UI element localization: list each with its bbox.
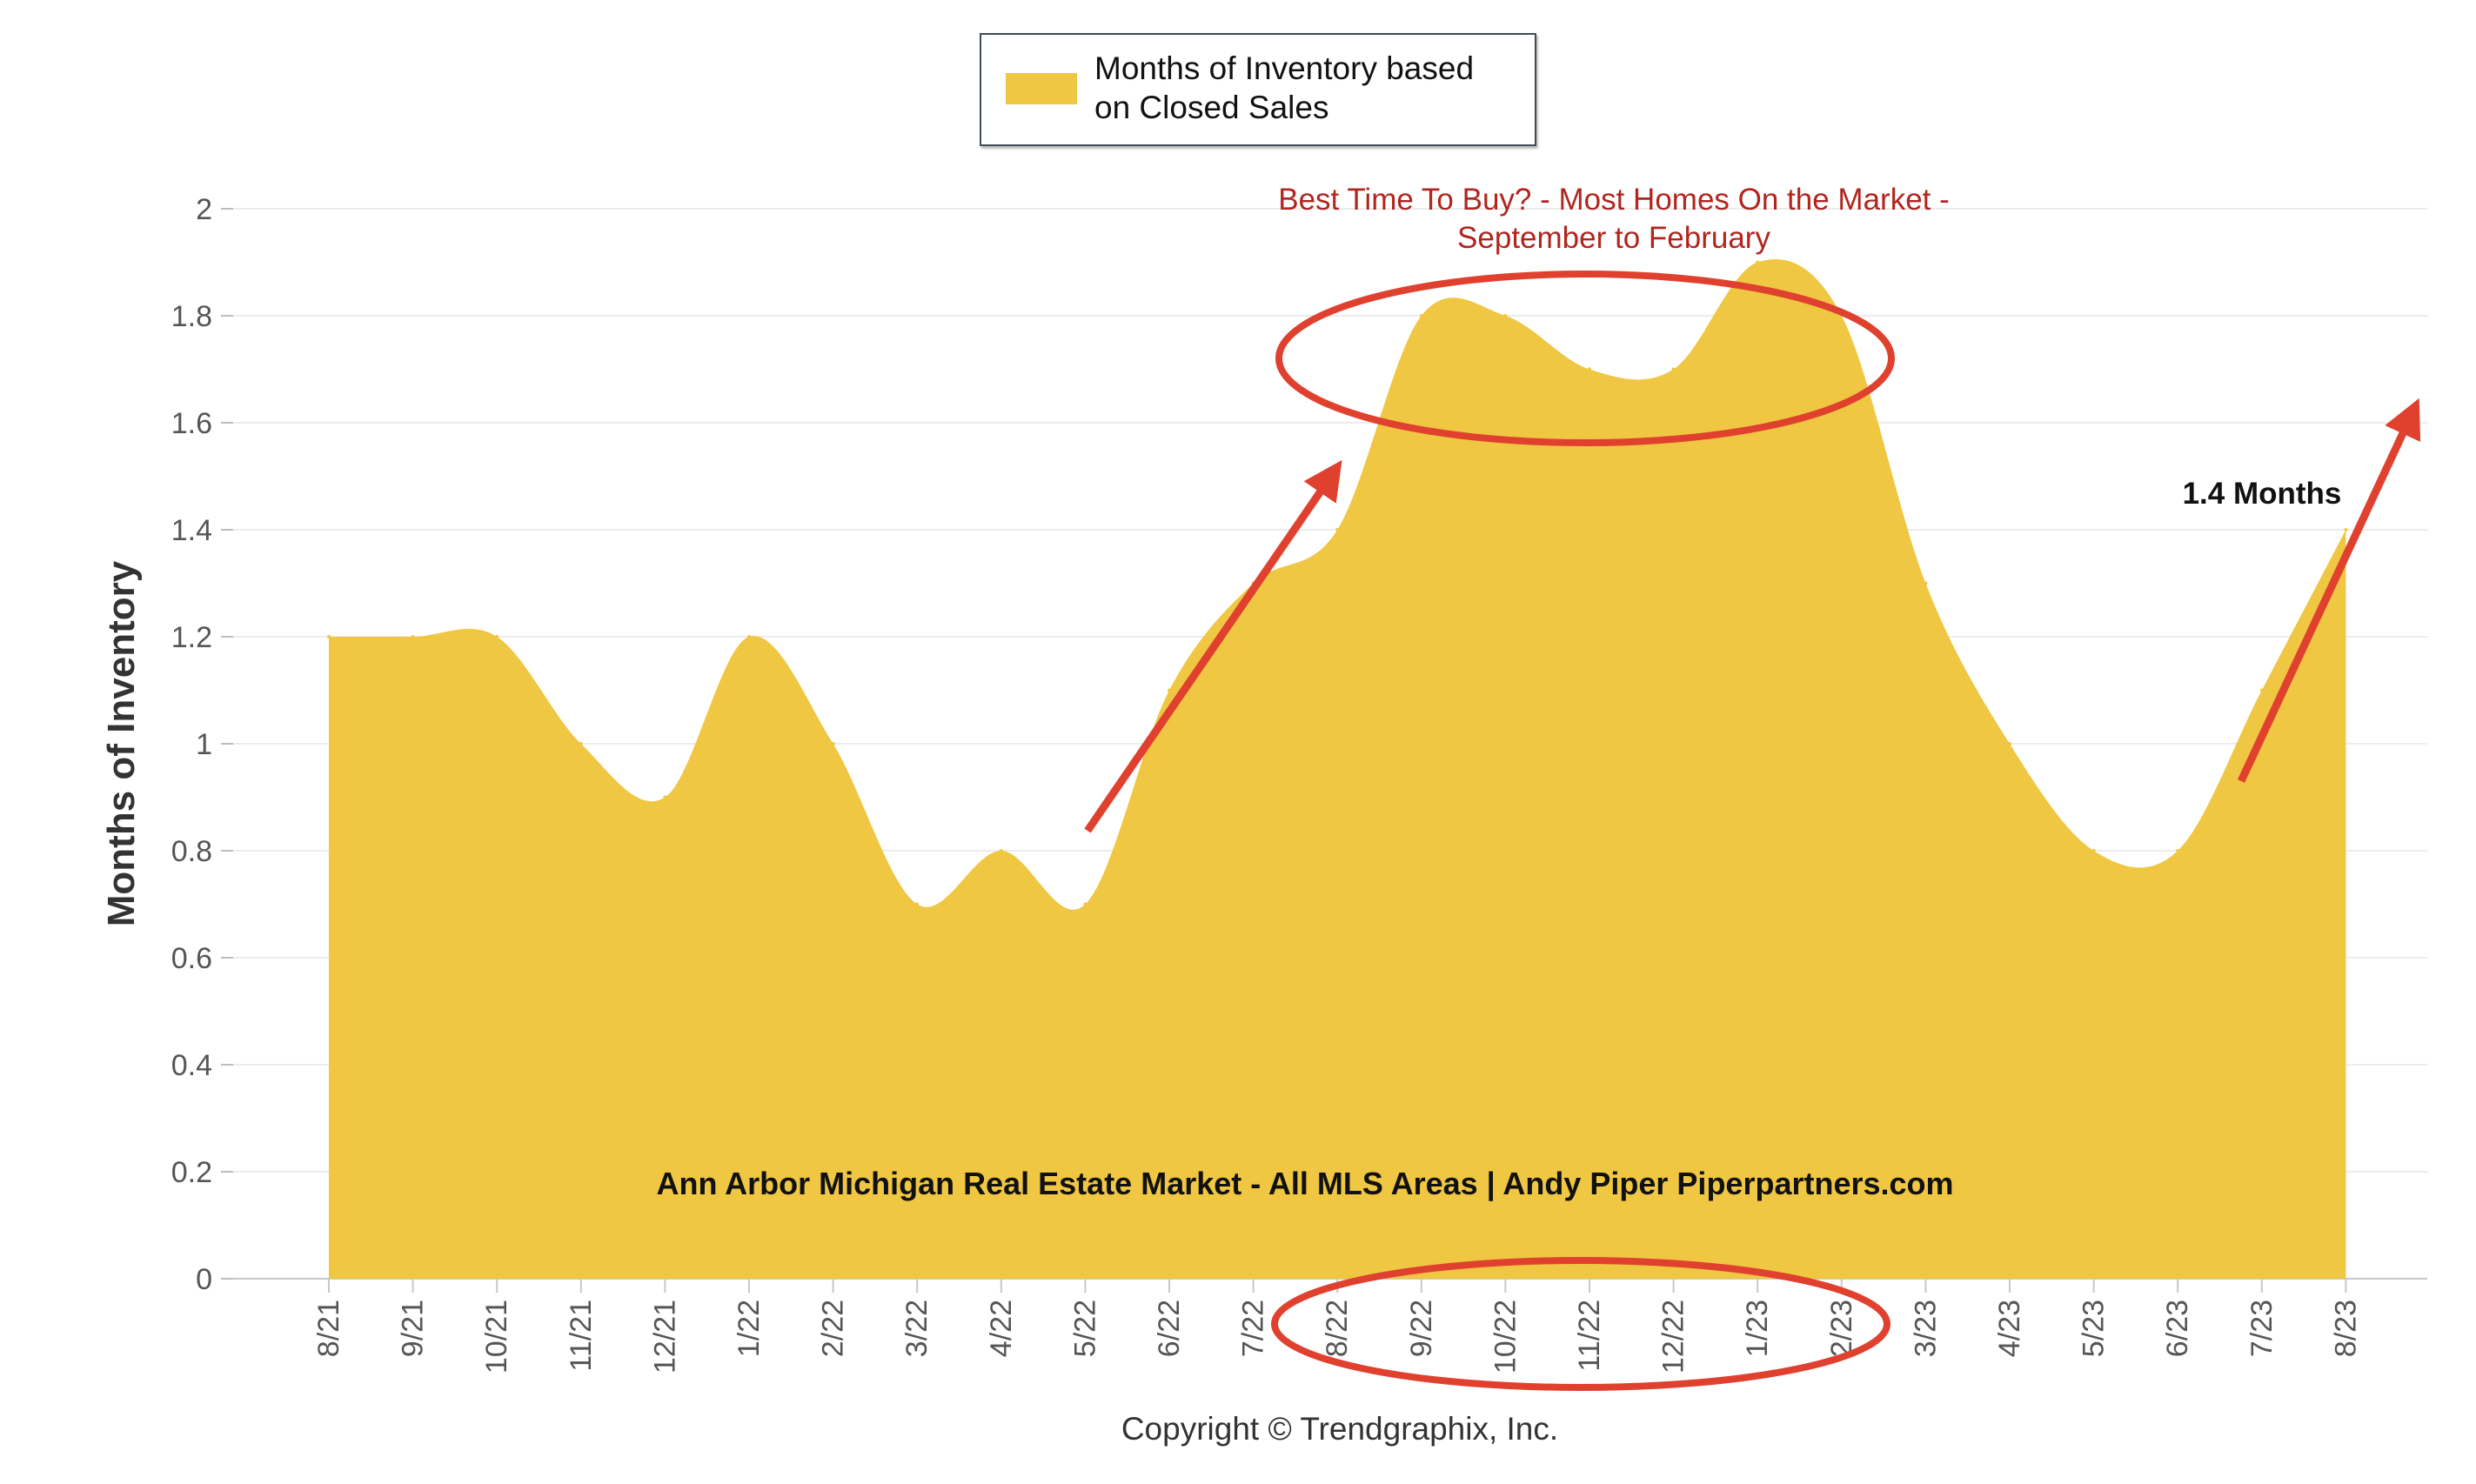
months-highlight-ellipse <box>1271 1257 1890 1391</box>
y-tick-label: 0.8 <box>171 835 212 868</box>
data-point <box>1168 688 1171 692</box>
data-point <box>579 742 583 745</box>
x-tick-label: 1/23 <box>1741 1300 1774 1357</box>
best-time-annotation: Best Time To Buy? - Most Homes On the Ma… <box>1278 183 1950 255</box>
y-tick-label: 0.4 <box>171 1049 212 1082</box>
data-point <box>411 635 415 638</box>
x-tick-label: 4/22 <box>985 1300 1018 1357</box>
data-point <box>915 902 920 906</box>
y-tick-label: 1.4 <box>171 514 212 547</box>
x-tick-label: 10/22 <box>1489 1300 1522 1374</box>
data-point <box>1671 367 1676 371</box>
data-point <box>747 635 751 638</box>
x-tick-label: 7/22 <box>1237 1300 1270 1357</box>
data-point <box>1419 314 1423 318</box>
data-point <box>1503 314 1508 318</box>
x-tick-label: 12/21 <box>648 1300 681 1374</box>
data-point <box>327 635 331 638</box>
x-tick-label: 3/22 <box>900 1300 934 1357</box>
data-point <box>663 795 667 799</box>
data-point <box>1756 260 1760 264</box>
peak-highlight-ellipse <box>1275 271 1895 446</box>
months-annotation: 1.4 Months <box>2182 477 2342 511</box>
data-point <box>1335 528 1340 531</box>
x-tick-label: 5/23 <box>2078 1300 2111 1357</box>
x-tick-label: 3/23 <box>1909 1300 1942 1357</box>
chart-watermark: Ann Arbor Michigan Real Estate Market - … <box>656 1166 1954 1201</box>
data-point <box>1588 367 1591 371</box>
data-point <box>1924 581 1928 585</box>
y-tick-label: 2 <box>196 193 212 226</box>
data-point <box>2259 688 2264 692</box>
x-tick-label: 7/23 <box>2245 1300 2279 1357</box>
data-point <box>999 849 1003 852</box>
recent-rise-arrow <box>2237 398 2421 783</box>
x-tick-label: 2/23 <box>1825 1300 1858 1357</box>
x-tick-label: 9/22 <box>1405 1300 1438 1357</box>
x-tick-label: 6/23 <box>2161 1300 2194 1357</box>
y-axis-label: Months of Inventory <box>100 560 143 927</box>
x-tick-label: 11/22 <box>1573 1300 1606 1372</box>
y-tick-label: 1.6 <box>171 407 212 440</box>
y-tick-label: 1 <box>196 728 212 761</box>
series-area <box>329 259 2346 1279</box>
y-tick-label: 0 <box>196 1263 212 1296</box>
x-tick-label: 10/21 <box>480 1300 513 1374</box>
data-point <box>2091 849 2096 852</box>
x-tick-label: 8/21 <box>312 1300 345 1357</box>
x-tick-label: 8/22 <box>1321 1300 1354 1357</box>
copyright-text: Copyright © Trendgraphix, Inc. <box>1121 1411 1559 1447</box>
data-point <box>831 742 835 745</box>
data-point <box>2008 742 2011 745</box>
data-point <box>495 635 499 638</box>
y-tick-label: 1.2 <box>171 621 212 654</box>
data-point <box>1083 902 1087 906</box>
y-tick-label: 0.2 <box>171 1156 212 1189</box>
x-tick-label: 5/22 <box>1068 1300 1101 1357</box>
legend-label: Months of Inventory based on Closed Sale… <box>1094 50 1475 125</box>
y-tick-label: 1.8 <box>171 300 212 333</box>
x-tick-label: 11/21 <box>565 1300 598 1372</box>
x-tick-label: 8/23 <box>2329 1300 2362 1357</box>
x-tick-label: 12/22 <box>1657 1300 1690 1374</box>
y-tick-label: 0.6 <box>171 942 212 975</box>
rise-arrow <box>1084 459 1342 833</box>
x-tick-label: 9/21 <box>397 1300 430 1357</box>
x-tick-label: 6/22 <box>1153 1300 1186 1357</box>
data-point <box>2344 528 2348 531</box>
legend-swatch <box>1006 73 1077 104</box>
x-tick-label: 1/22 <box>733 1300 766 1357</box>
x-tick-label: 4/23 <box>1993 1300 2026 1357</box>
legend: Months of Inventory based on Closed Sale… <box>980 33 1536 146</box>
x-tick-label: 2/22 <box>817 1300 850 1357</box>
data-point <box>2176 849 2180 852</box>
